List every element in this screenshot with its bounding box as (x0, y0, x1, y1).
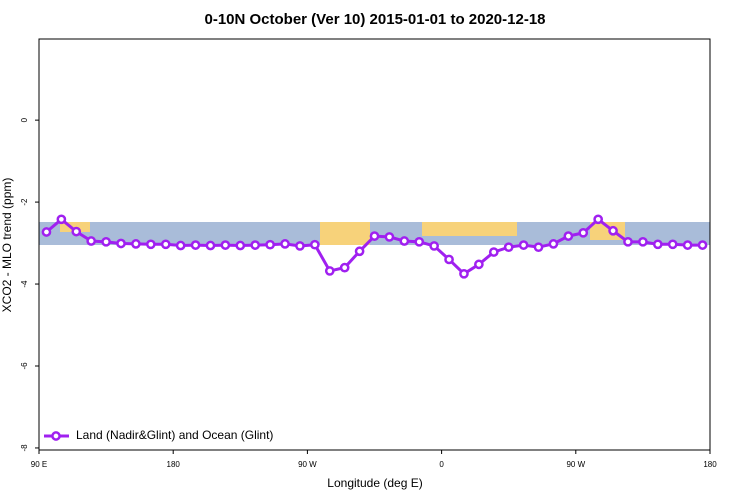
point (190, 240, 201, 250)
point (86, 236, 97, 246)
y-tick-label: 0 (20, 117, 29, 122)
point (518, 240, 529, 250)
point (56, 214, 67, 225)
point (220, 240, 231, 250)
land (320, 222, 370, 245)
point (235, 240, 246, 251)
point (280, 239, 290, 249)
point (354, 246, 365, 257)
point (444, 254, 454, 265)
point (101, 236, 111, 247)
y-tick-label: -2 (20, 198, 29, 206)
point (71, 226, 82, 237)
point (548, 239, 559, 249)
point (41, 227, 52, 237)
y-tick-label: -6 (20, 362, 29, 370)
x-tick-label: 0 (439, 460, 444, 469)
point (116, 238, 126, 249)
plot-frame (38, 38, 711, 451)
point (593, 214, 604, 225)
y-axis-label: XCO2 - MLO trend (ppm) (0, 178, 14, 313)
point (578, 227, 589, 238)
point (205, 240, 216, 251)
point (295, 241, 305, 251)
x-tick-label: 180 (167, 460, 181, 469)
chart-title: 0-10N October (Ver 10) 2015-01-01 to 202… (204, 11, 545, 28)
point (160, 239, 171, 250)
x-tick-label: 90 E (31, 460, 47, 469)
point (175, 240, 186, 251)
land (590, 222, 625, 240)
point (697, 240, 708, 250)
point (623, 236, 633, 247)
y-tick-label: -8 (20, 444, 29, 452)
point (250, 240, 261, 250)
legend-marker (51, 431, 61, 441)
point (414, 236, 425, 247)
land (422, 222, 517, 236)
point (384, 232, 395, 242)
point (533, 242, 544, 253)
y-tick-label: -4 (20, 280, 29, 288)
point (488, 247, 499, 257)
point (638, 236, 648, 247)
point (682, 240, 693, 250)
point (310, 239, 320, 250)
point (429, 241, 439, 251)
point (145, 239, 156, 250)
point (459, 268, 469, 279)
x-tick-label: 90 W (298, 460, 317, 469)
x-tick-label: 180 (703, 460, 717, 469)
point (667, 239, 678, 250)
point (339, 262, 350, 273)
point (652, 239, 663, 250)
legend-label: Land (Nadir&Glint) and Ocean (Glint) (76, 428, 273, 442)
x-axis-label: Longitude (deg E) (327, 476, 422, 490)
point (369, 231, 380, 241)
x-tick-label: 90 W (566, 460, 585, 469)
point (474, 259, 484, 270)
point (131, 239, 141, 249)
point (399, 236, 410, 246)
point (324, 266, 335, 276)
point (608, 225, 618, 236)
point (503, 242, 514, 253)
point (265, 239, 275, 250)
point (563, 231, 574, 241)
